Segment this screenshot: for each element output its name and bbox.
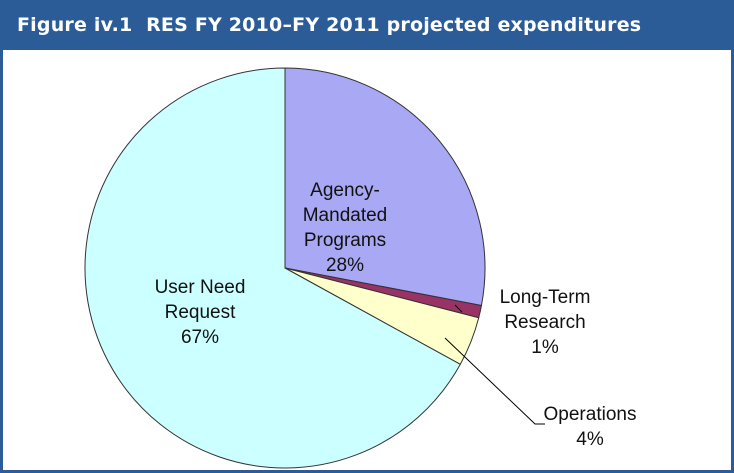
category-label: User Need Request xyxy=(154,277,246,323)
slice-label: Long-Term Research 1% xyxy=(483,285,608,360)
header: Figure iv.1 RES FY 2010–FY 2011 projecte… xyxy=(0,0,734,50)
slice-label: User Need Request 67% xyxy=(138,275,263,350)
pie-slice xyxy=(84,67,461,469)
slice-label: Agency-Mandated Programs 28% xyxy=(290,178,400,278)
slice-label: Operations 4% xyxy=(533,402,648,452)
value-label: 4% xyxy=(576,429,604,450)
category-label: Operations xyxy=(543,404,637,425)
value-label: 67% xyxy=(180,327,220,348)
value-label: 28% xyxy=(325,255,365,276)
value-label: 1% xyxy=(531,337,559,358)
leader-line xyxy=(444,337,545,425)
category-label: Agency-Mandated Programs xyxy=(302,180,388,251)
chart-title: Figure iv.1 RES FY 2010–FY 2011 projecte… xyxy=(17,14,642,36)
leader-line xyxy=(454,304,463,313)
pie-slice xyxy=(284,67,486,307)
category-label: Long-Term Research xyxy=(499,287,591,333)
